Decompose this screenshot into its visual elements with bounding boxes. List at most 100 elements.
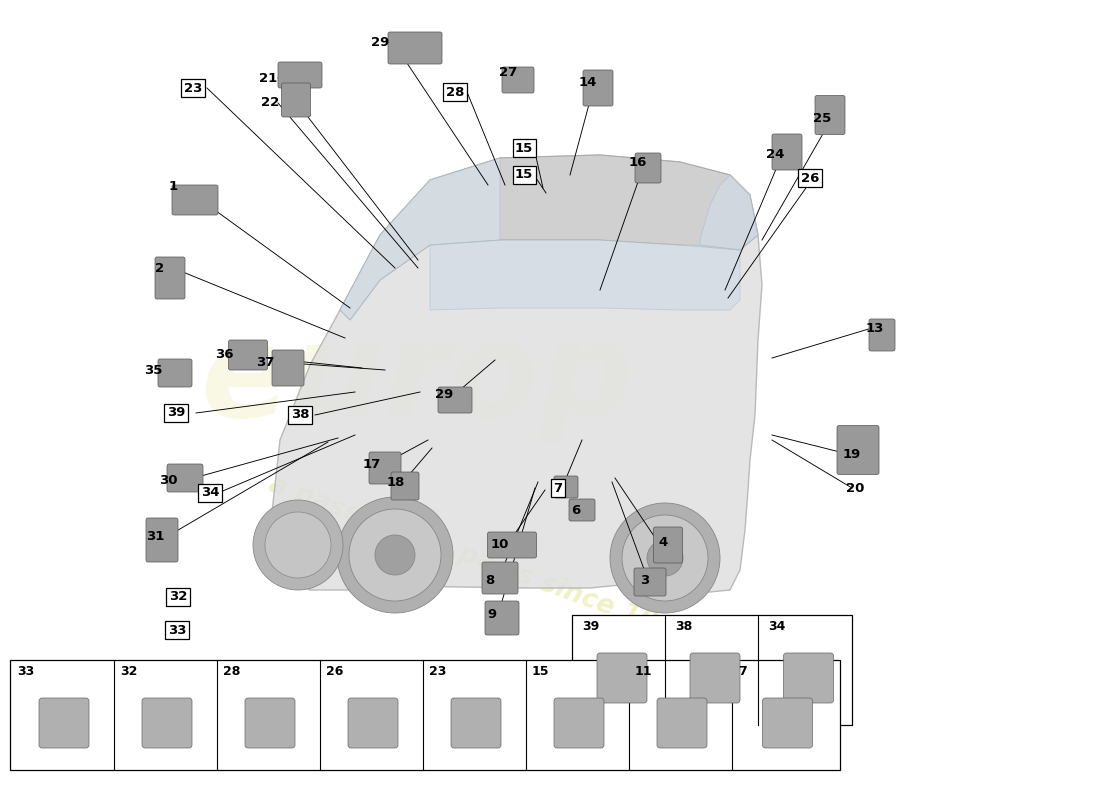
Text: 13: 13 [866, 322, 884, 334]
Circle shape [265, 512, 331, 578]
Text: 24: 24 [766, 149, 784, 162]
FancyBboxPatch shape [485, 601, 519, 635]
Text: 35: 35 [144, 363, 162, 377]
FancyBboxPatch shape [569, 499, 595, 521]
Text: 7: 7 [738, 665, 747, 678]
Text: 28: 28 [223, 665, 241, 678]
Polygon shape [270, 155, 762, 595]
Text: 17: 17 [363, 458, 381, 471]
Text: 15: 15 [515, 142, 534, 154]
FancyBboxPatch shape [657, 698, 707, 748]
Polygon shape [700, 175, 758, 250]
Text: 19: 19 [843, 449, 861, 462]
FancyBboxPatch shape [869, 319, 895, 351]
FancyBboxPatch shape [815, 95, 845, 134]
FancyBboxPatch shape [772, 134, 802, 170]
Text: 31: 31 [146, 530, 164, 542]
Text: 4: 4 [659, 535, 668, 549]
FancyBboxPatch shape [783, 653, 834, 703]
Text: 21: 21 [258, 71, 277, 85]
Text: 38: 38 [290, 409, 309, 422]
Text: 26: 26 [801, 171, 820, 185]
Text: 7: 7 [553, 482, 562, 494]
Text: 33: 33 [167, 623, 186, 637]
Text: 15: 15 [532, 665, 550, 678]
FancyBboxPatch shape [482, 562, 518, 594]
FancyBboxPatch shape [635, 153, 661, 183]
Text: 39: 39 [582, 620, 600, 633]
Circle shape [610, 503, 720, 613]
Circle shape [375, 535, 415, 575]
Text: 32: 32 [120, 665, 138, 678]
FancyBboxPatch shape [502, 67, 534, 93]
Text: 10: 10 [491, 538, 509, 551]
FancyBboxPatch shape [142, 698, 192, 748]
Polygon shape [340, 158, 500, 320]
FancyBboxPatch shape [390, 472, 419, 500]
Text: 1: 1 [168, 181, 177, 194]
Circle shape [349, 509, 441, 601]
Text: 26: 26 [326, 665, 343, 678]
Text: 39: 39 [167, 406, 185, 419]
Circle shape [253, 500, 343, 590]
Text: 37: 37 [256, 355, 274, 369]
FancyBboxPatch shape [554, 698, 604, 748]
FancyBboxPatch shape [690, 653, 740, 703]
Text: 29: 29 [434, 389, 453, 402]
Text: 11: 11 [635, 665, 652, 678]
FancyBboxPatch shape [167, 464, 204, 492]
Text: 9: 9 [487, 609, 496, 622]
FancyBboxPatch shape [634, 568, 665, 596]
Polygon shape [430, 240, 740, 310]
Text: europ: europ [200, 317, 634, 443]
Text: 14: 14 [579, 75, 597, 89]
FancyBboxPatch shape [368, 452, 402, 484]
Circle shape [337, 497, 453, 613]
FancyBboxPatch shape [348, 698, 398, 748]
Polygon shape [340, 155, 758, 320]
Text: 3: 3 [640, 574, 650, 586]
Text: 8: 8 [485, 574, 495, 586]
FancyBboxPatch shape [39, 698, 89, 748]
Text: 23: 23 [429, 665, 447, 678]
FancyBboxPatch shape [278, 62, 322, 88]
Text: 15: 15 [515, 169, 534, 182]
FancyBboxPatch shape [229, 340, 267, 370]
FancyBboxPatch shape [554, 476, 578, 498]
Text: 16: 16 [629, 155, 647, 169]
FancyBboxPatch shape [837, 426, 879, 474]
FancyBboxPatch shape [272, 350, 304, 386]
FancyBboxPatch shape [438, 387, 472, 413]
Text: 28: 28 [446, 86, 464, 98]
FancyBboxPatch shape [762, 698, 813, 748]
Text: 22: 22 [261, 97, 279, 110]
FancyBboxPatch shape [451, 698, 501, 748]
Text: 33: 33 [16, 665, 34, 678]
Bar [10, 660, 840, 770]
Text: a passion for parts since 1985: a passion for parts since 1985 [265, 471, 695, 649]
Circle shape [621, 515, 708, 601]
Text: 27: 27 [499, 66, 517, 78]
FancyBboxPatch shape [653, 527, 682, 563]
Text: 30: 30 [158, 474, 177, 487]
FancyBboxPatch shape [158, 359, 192, 387]
FancyBboxPatch shape [487, 532, 537, 558]
Text: 38: 38 [675, 620, 692, 633]
Text: 34: 34 [200, 486, 219, 499]
Text: 25: 25 [813, 111, 832, 125]
FancyBboxPatch shape [597, 653, 647, 703]
FancyBboxPatch shape [245, 698, 295, 748]
FancyBboxPatch shape [388, 32, 442, 64]
Circle shape [647, 540, 683, 576]
Text: 32: 32 [168, 590, 187, 603]
FancyBboxPatch shape [282, 83, 310, 117]
Text: 36: 36 [214, 349, 233, 362]
Text: 20: 20 [846, 482, 865, 494]
Text: 29: 29 [371, 35, 389, 49]
Text: 23: 23 [184, 82, 202, 94]
FancyBboxPatch shape [583, 70, 613, 106]
FancyBboxPatch shape [155, 257, 185, 299]
Text: 18: 18 [387, 475, 405, 489]
FancyBboxPatch shape [172, 185, 218, 215]
FancyBboxPatch shape [146, 518, 178, 562]
